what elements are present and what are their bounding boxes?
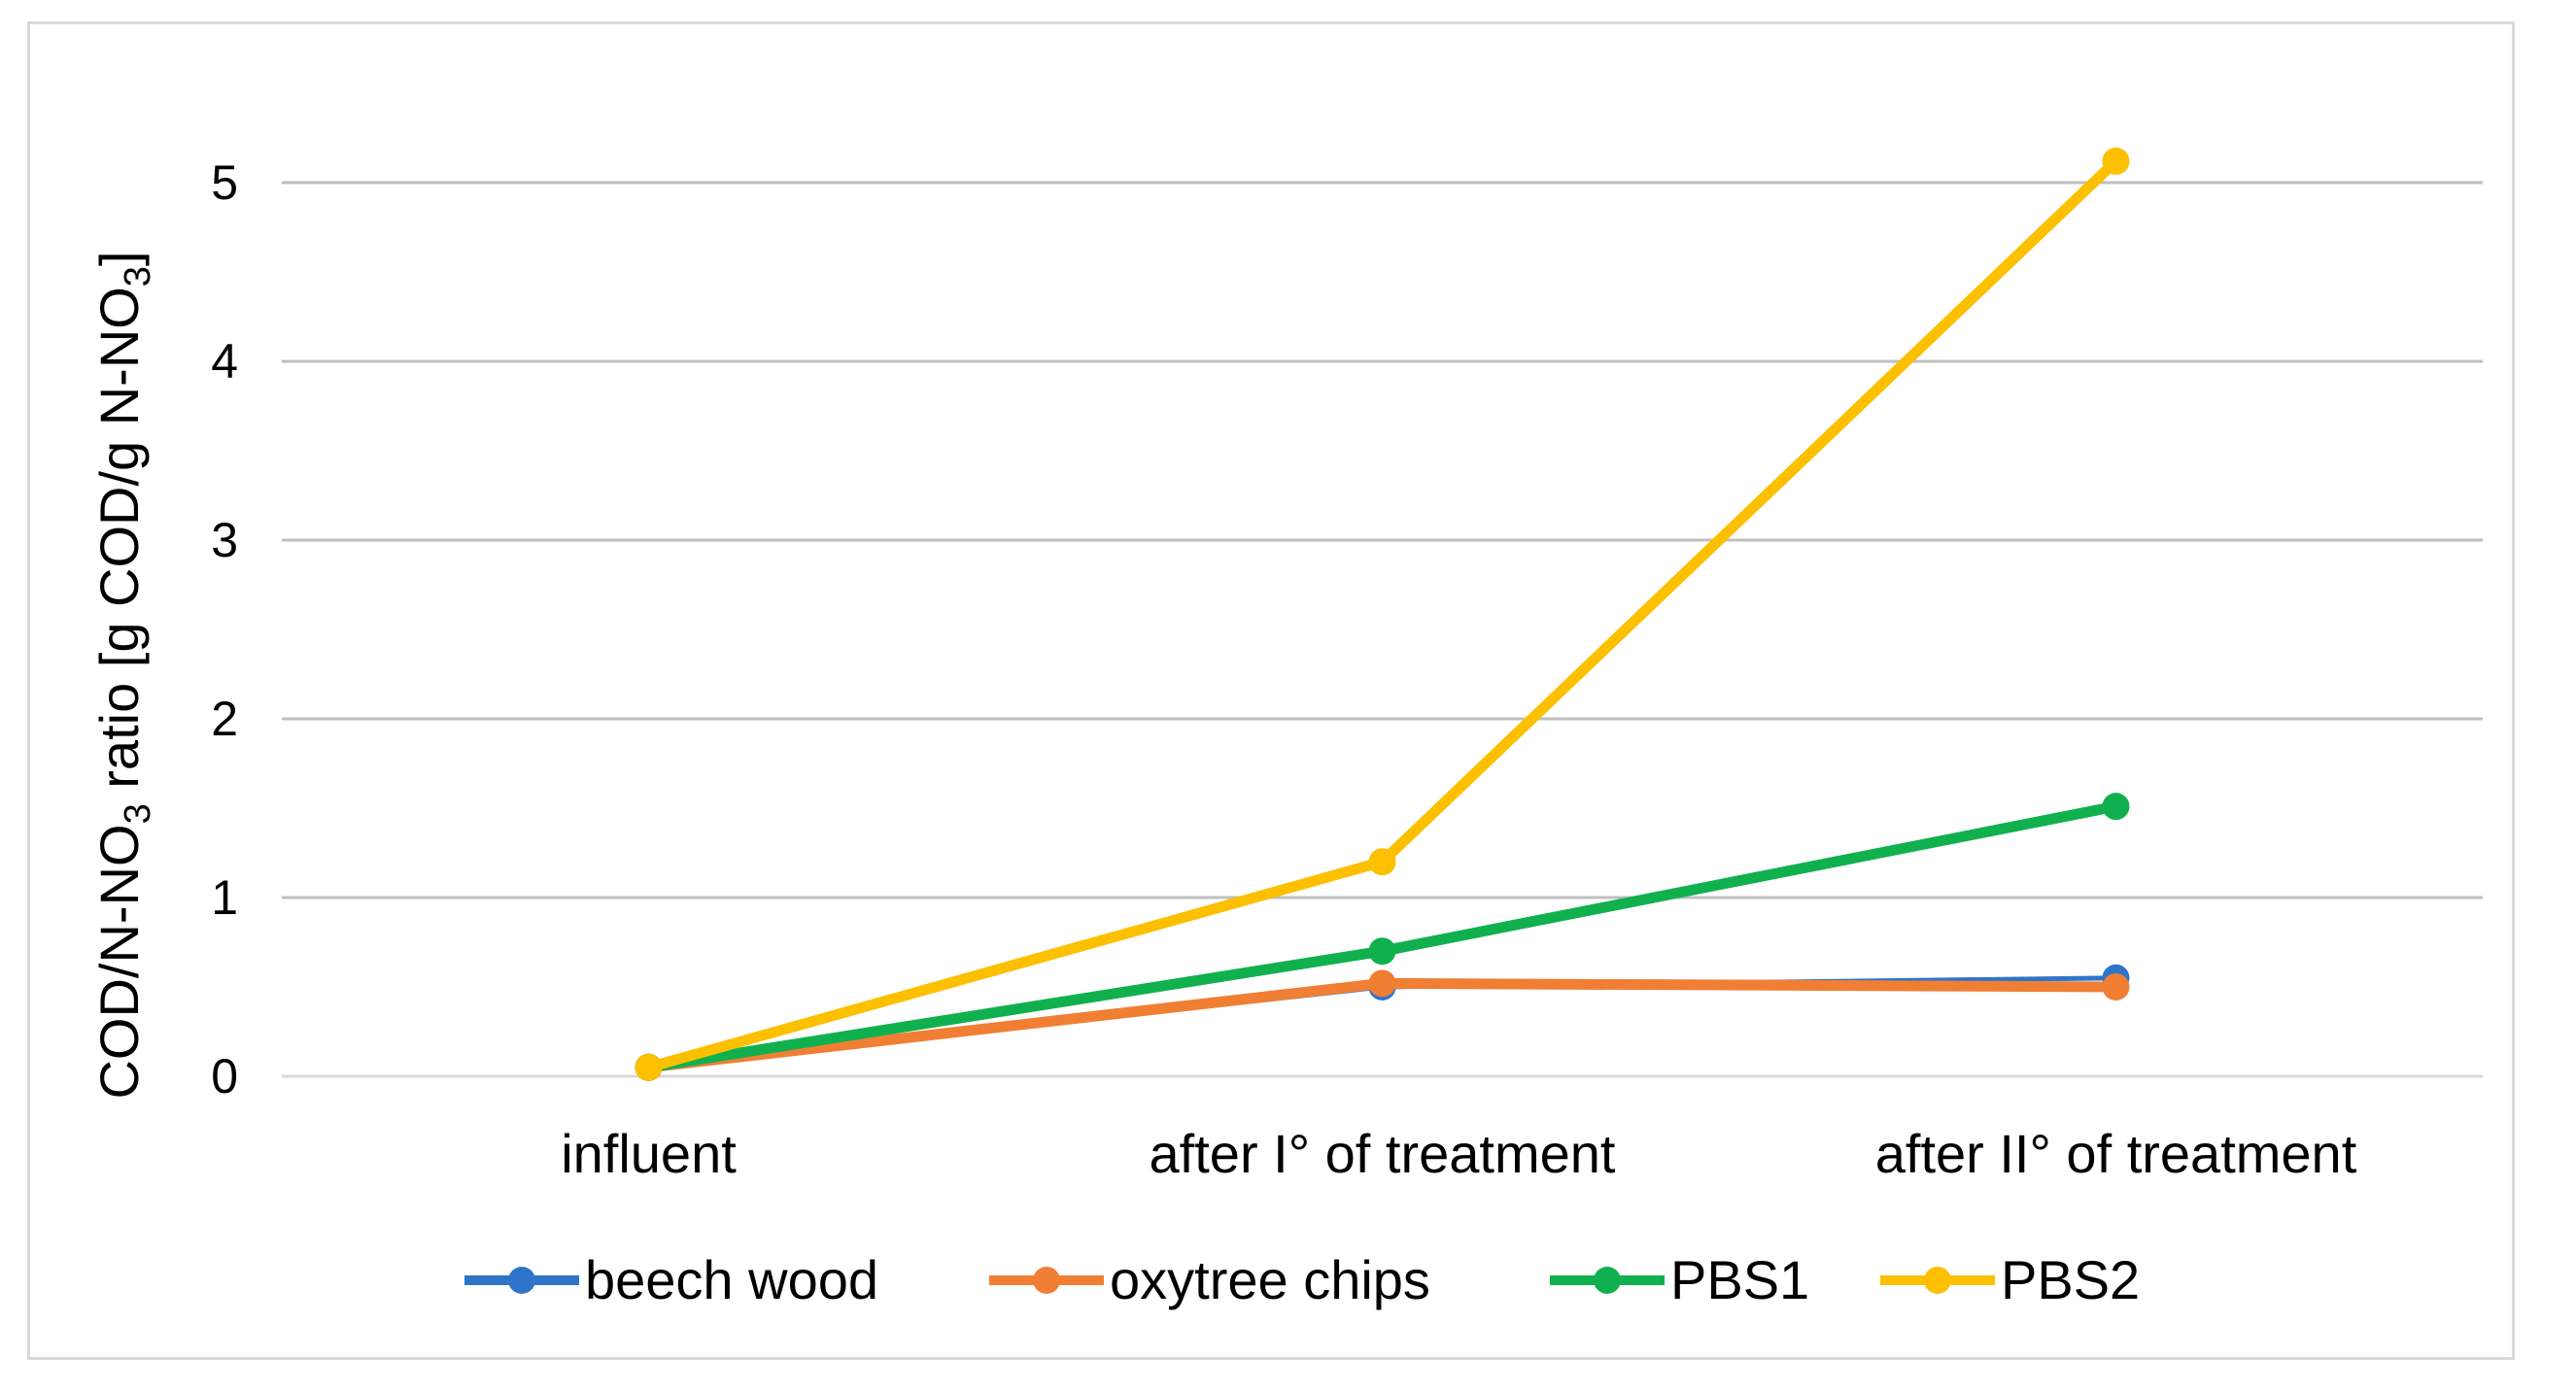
legend-item: PBS1 <box>1550 1249 1809 1310</box>
legend: beech wood oxytree chips PBS1 PBS2 <box>464 1249 2140 1310</box>
series-2 <box>635 793 2130 1081</box>
y-axis-label-end: ] <box>88 251 150 266</box>
data-point <box>2102 147 2130 175</box>
legend-item: PBS2 <box>1880 1249 2140 1310</box>
data-point <box>1368 969 1396 998</box>
y-tick-label: 2 <box>211 692 238 746</box>
y-axis-label-main: COD/N-NO <box>88 824 150 1099</box>
legend-label: PBS1 <box>1670 1249 1809 1310</box>
y-tick-label: 1 <box>211 870 238 925</box>
series-3 <box>635 147 2130 1081</box>
legend-marker <box>1924 1267 1951 1294</box>
y-tick-label: 4 <box>211 334 238 389</box>
series-line <box>643 155 2121 1073</box>
series-line <box>643 800 2121 1073</box>
legend-marker <box>1594 1267 1621 1294</box>
legend-label: beech wood <box>585 1249 878 1310</box>
series-1 <box>635 969 2130 1081</box>
x-category-label: after I° of treatment <box>1150 1123 1616 1184</box>
legend-marker <box>1033 1267 1060 1294</box>
y-axis-ticks: 0 1 2 3 4 5 <box>211 155 238 1103</box>
data-point <box>2102 793 2130 821</box>
y-tick-label: 3 <box>211 513 238 567</box>
y-axis-label-sub2: 3 <box>118 266 158 287</box>
x-category-label: after II° of treatment <box>1875 1123 2357 1184</box>
data-point <box>2102 973 2130 1001</box>
legend-marker <box>508 1267 535 1294</box>
y-axis-label-sub1: 3 <box>118 803 158 824</box>
chart-frame <box>27 21 2515 1360</box>
legend-label: oxytree chips <box>1110 1249 1430 1310</box>
data-point <box>635 1053 663 1081</box>
legend-item: oxytree chips <box>989 1249 1430 1310</box>
data-point <box>1368 848 1396 876</box>
data-point <box>1368 937 1396 966</box>
legend-item: beech wood <box>464 1249 878 1310</box>
series-lines <box>635 147 2130 1081</box>
legend-label: PBS2 <box>2001 1249 2140 1310</box>
x-category-label: influent <box>561 1123 737 1184</box>
y-axis-label-mid: ratio [g COD/g N-NO <box>88 287 150 803</box>
y-tick-label: 5 <box>211 155 238 210</box>
y-axis-label: COD/N-NO3 ratio [g COD/g N-NO3] <box>88 251 158 1099</box>
y-tick-label: 0 <box>211 1049 238 1103</box>
x-axis-categories: influent after I° of treatment after II° o… <box>561 1123 2356 1184</box>
